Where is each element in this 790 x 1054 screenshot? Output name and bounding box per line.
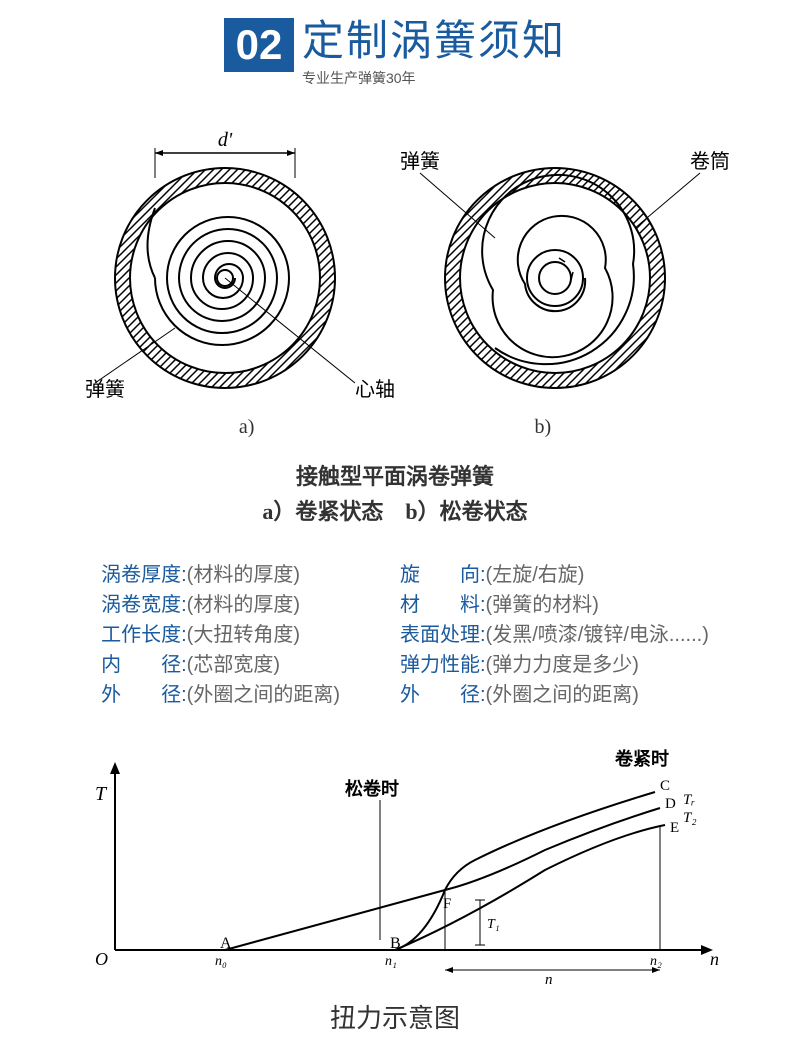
spec-row: 材 料:(弹簧的材料) — [400, 590, 709, 620]
diagram-sub-labels: a) b) — [0, 416, 790, 439]
spiral-svg: d' 弹簧 心轴 — [55, 128, 735, 408]
chart-caption: 扭力示意图 — [0, 998, 790, 1035]
svg-text:F: F — [443, 896, 451, 912]
svg-text:Tᵣ: Tᵣ — [683, 792, 695, 808]
spec-row: 涡卷厚度:(材料的厚度) — [101, 560, 340, 590]
torque-chart-svg: T n O A n₀ B n₁ n₂ 松卷时 卷紧时 C D E Tᵣ T₂ F — [45, 740, 745, 990]
caption-line1: 接触型平面涡卷弹簧 — [0, 459, 790, 494]
spec-row: 涡卷宽度:(材料的厚度) — [101, 590, 340, 620]
section-number: 02 — [224, 18, 294, 72]
diagram-b-drum-label: 卷筒 — [690, 150, 730, 173]
spec-row: 内 径:(芯部宽度) — [101, 650, 340, 680]
spec-value: (外圈之间的距离) — [187, 684, 340, 706]
spec-col-left: 涡卷厚度:(材料的厚度)涡卷宽度:(材料的厚度)工作长度:(大扭转角度)内 径:… — [101, 560, 340, 710]
spec-label: 内 径: — [101, 654, 187, 676]
svg-text:n₀: n₀ — [215, 954, 227, 969]
svg-text:T₂: T₂ — [683, 810, 697, 826]
spec-label: 材 料: — [400, 594, 486, 616]
spec-label: 表面处理: — [400, 624, 486, 646]
diagram-a-axis-label: 心轴 — [355, 378, 395, 401]
spring-diagram: d' 弹簧 心轴 — [0, 128, 790, 408]
diagram-b-spring-label: 弹簧 — [400, 150, 440, 173]
svg-text:松卷时: 松卷时 — [345, 778, 399, 799]
svg-text:E: E — [670, 820, 679, 836]
svg-text:O: O — [95, 949, 108, 969]
spec-value: (发黑/喷漆/镀锌/电泳......) — [486, 624, 709, 646]
label-b: b) — [534, 416, 551, 439]
svg-text:卷紧时: 卷紧时 — [614, 748, 669, 769]
spec-label: 外 径: — [400, 684, 486, 706]
main-title: 定制涡簧须知 — [302, 18, 566, 64]
svg-text:n₂: n₂ — [650, 954, 662, 969]
torque-chart: T n O A n₀ B n₁ n₂ 松卷时 卷紧时 C D E Tᵣ T₂ F — [0, 740, 790, 990]
svg-text:n: n — [710, 949, 719, 969]
subtitle: 专业生产弹簧30年 — [302, 68, 566, 88]
spec-area: 涡卷厚度:(材料的厚度)涡卷宽度:(材料的厚度)工作长度:(大扭转角度)内 径:… — [60, 560, 750, 710]
title-block: 定制涡簧须知 专业生产弹簧30年 — [302, 18, 566, 88]
label-a: a) — [239, 416, 255, 439]
spec-value: (弹力力度是多少) — [486, 654, 639, 676]
caption-line2: a）卷紧状态 b）松卷状态 — [0, 494, 790, 529]
svg-text:T₁: T₁ — [487, 917, 500, 932]
svg-text:C: C — [660, 778, 670, 794]
spec-row: 外 径:(外圈之间的距离) — [400, 680, 709, 710]
spec-row: 外 径:(外圈之间的距离) — [101, 680, 340, 710]
spec-value: (材料的厚度) — [187, 594, 300, 616]
spec-label: 涡卷宽度: — [101, 594, 187, 616]
diagram-a-spring-label: 弹簧 — [85, 378, 125, 401]
spec-row: 表面处理:(发黑/喷漆/镀锌/电泳......) — [400, 620, 709, 650]
spec-row: 弹力性能:(弹力力度是多少) — [400, 650, 709, 680]
spec-value: (材料的厚度) — [187, 564, 300, 586]
spec-value: (弹簧的材料) — [486, 594, 599, 616]
spec-label: 涡卷厚度: — [101, 564, 187, 586]
svg-text:n: n — [545, 972, 553, 988]
svg-text:T: T — [95, 783, 108, 805]
spec-label: 旋 向: — [400, 564, 486, 586]
spec-label: 外 径: — [101, 684, 187, 706]
spec-value: (外圈之间的距离) — [486, 684, 639, 706]
spec-value: (芯部宽度) — [187, 654, 280, 676]
spec-label: 弹力性能: — [400, 654, 486, 676]
svg-text:D: D — [665, 796, 676, 812]
spec-col-right: 旋 向:(左旋/右旋)材 料:(弹簧的材料)表面处理:(发黑/喷漆/镀锌/电泳.… — [400, 560, 709, 710]
spec-value: (大扭转角度) — [187, 624, 300, 646]
svg-text:d': d' — [218, 129, 233, 151]
spec-label: 工作长度: — [101, 624, 187, 646]
svg-text:n₁: n₁ — [385, 954, 397, 969]
spec-row: 旋 向:(左旋/右旋) — [400, 560, 709, 590]
diagram-caption: 接触型平面涡卷弹簧 a）卷紧状态 b）松卷状态 — [0, 459, 790, 529]
spec-value: (左旋/右旋) — [486, 564, 585, 586]
spec-row: 工作长度:(大扭转角度) — [101, 620, 340, 650]
header: 02 定制涡簧须知 专业生产弹簧30年 — [0, 0, 790, 88]
